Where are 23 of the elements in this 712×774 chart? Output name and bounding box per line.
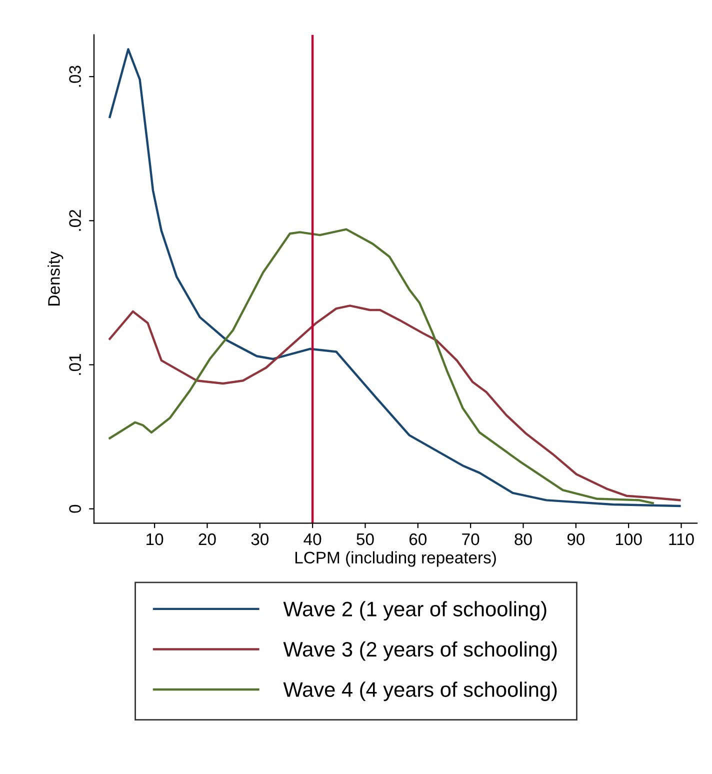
x-tick-label: 90 — [567, 533, 585, 546]
legend-label: Wave 4 (4 years of schooling) — [283, 682, 557, 702]
y-tick-label: .01 — [69, 354, 81, 375]
y-tick-label: 0 — [69, 504, 81, 513]
y-tick-label: .02 — [69, 210, 81, 231]
line-series — [108, 48, 681, 508]
y-tick-label: .03 — [69, 66, 81, 87]
x-tick-label: 40 — [304, 533, 322, 546]
x-tick-label: 30 — [251, 533, 269, 546]
x-tick-label: 60 — [409, 533, 427, 546]
y-axis-title: Density — [48, 251, 64, 306]
legend-label: Wave 2 (1 year of schooling) — [283, 601, 546, 621]
line-series — [108, 304, 681, 502]
x-tick-label: 10 — [146, 533, 164, 546]
x-tick-label: 50 — [356, 533, 374, 546]
legend-label: Wave 3 (2 years of schooling) — [283, 641, 557, 661]
x-tick-label: 70 — [462, 533, 480, 546]
x-tick-label: 110 — [669, 533, 694, 546]
x-tick-label: 100 — [616, 533, 642, 546]
x-tick-label: 20 — [198, 533, 216, 546]
x-axis-title: LCPM (including repeaters) — [295, 551, 496, 567]
line-series — [108, 228, 654, 504]
x-tick-label: 80 — [514, 533, 532, 546]
